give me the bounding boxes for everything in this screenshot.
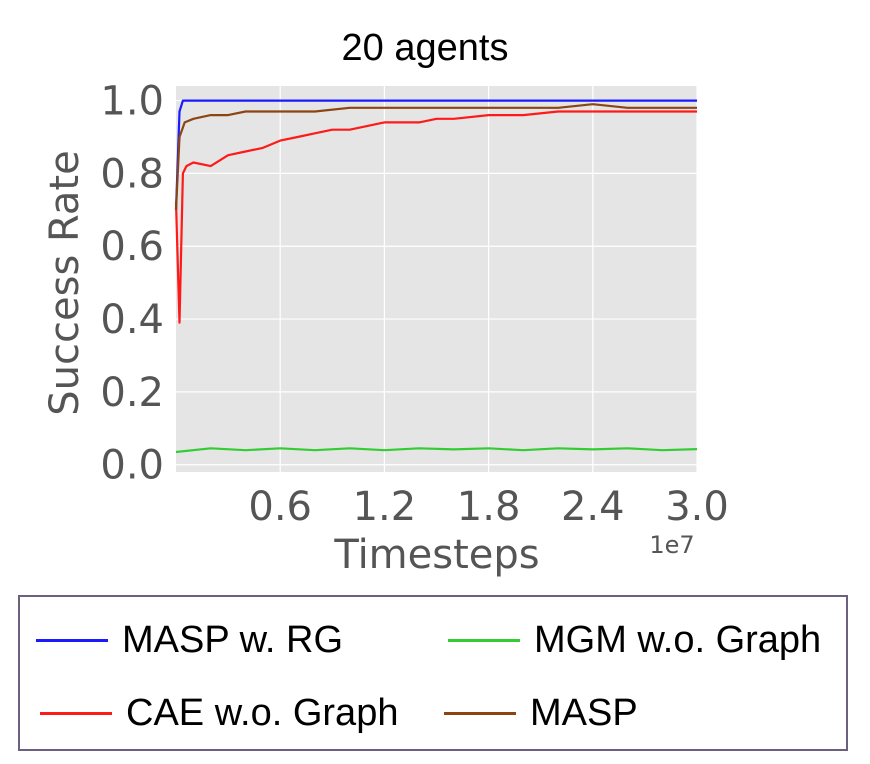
legend-label: CAE w.o. Graph — [126, 692, 399, 734]
x-tick-label: 2.4 — [561, 484, 625, 530]
plot-area — [176, 86, 697, 472]
legend-item-cae: CAE w.o. Graph — [40, 692, 398, 735]
chart: 20 agents 0.0 0.2 0.4 0.6 0.8 1.0 0.6 1.2 1.8 2.4… — [42, 27, 729, 578]
y-tick-label: 0.4 — [100, 297, 164, 343]
legend-item-masp-rg: MASP w. RG — [36, 619, 343, 662]
legend-label: MGM w.o. Graph — [534, 619, 822, 661]
legend-swatch — [40, 712, 112, 715]
y-tick-label: 0.0 — [100, 443, 164, 489]
legend-label: MASP — [530, 692, 638, 734]
legend-swatch — [448, 639, 520, 642]
x-tick-label: 1.8 — [457, 484, 521, 530]
series-line-2 — [174, 110, 697, 324]
legend-swatch — [444, 712, 516, 715]
y-tick-label: 0.8 — [100, 151, 164, 197]
y-tick-label: 0.6 — [100, 224, 164, 270]
y-axis-label: Success Rate — [42, 150, 88, 415]
series-line-3 — [174, 103, 697, 210]
chart-title: 20 agents — [342, 27, 509, 69]
x-axis-label: Timesteps — [333, 532, 539, 578]
legend-item-masp: MASP — [444, 692, 638, 735]
y-tick-label: 0.2 — [100, 370, 164, 416]
x-tick-label: 0.6 — [248, 484, 312, 530]
series-line-0 — [174, 99, 697, 210]
legend: MASP w. RG MGM w.o. Graph CAE w.o. Graph… — [18, 595, 848, 751]
series-line-1 — [175, 447, 698, 454]
legend-item-mgm: MGM w.o. Graph — [448, 619, 821, 662]
y-tick-label: 1.0 — [100, 79, 164, 125]
x-tick-label: 1.2 — [353, 484, 417, 530]
x-scale-note: 1e7 — [649, 531, 694, 559]
legend-swatch — [36, 639, 108, 642]
x-tick-label: 3.0 — [665, 484, 729, 530]
legend-label: MASP w. RG — [122, 619, 344, 661]
